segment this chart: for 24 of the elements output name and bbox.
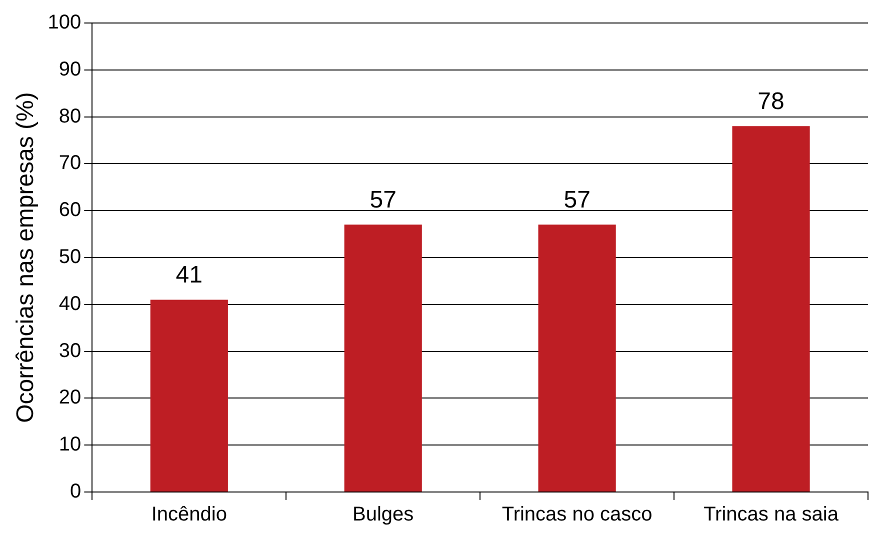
y-tick-label: 10 [58, 434, 82, 456]
y-tick-label: 50 [58, 246, 82, 268]
data-label: 41 [176, 261, 202, 288]
y-axis-title: Ocorrências nas empresas (%) [12, 92, 40, 423]
x-tick-label: Incêndio [151, 504, 227, 526]
bar [538, 224, 616, 492]
y-tick-label: 90 [58, 58, 82, 80]
y-tick-label: 20 [58, 386, 82, 409]
y-tick-label: 0 [70, 480, 82, 503]
y-tick-label: 80 [58, 105, 82, 128]
y-tick-label: 40 [58, 292, 82, 315]
bar [344, 224, 422, 492]
bar [732, 126, 810, 492]
x-tick-label: Bulges [352, 504, 414, 526]
data-label: 57 [370, 186, 396, 214]
y-tick-label: 30 [58, 340, 82, 362]
bar [150, 300, 228, 492]
x-tick-label: Trincas no casco [502, 504, 652, 526]
y-tick-label: 100 [48, 12, 82, 34]
data-label: 57 [564, 186, 590, 214]
y-tick-label: 60 [58, 199, 82, 222]
data-label: 78 [758, 88, 784, 115]
x-tick-label: Trincas na saia [704, 504, 840, 526]
y-tick-label: 70 [58, 152, 82, 174]
